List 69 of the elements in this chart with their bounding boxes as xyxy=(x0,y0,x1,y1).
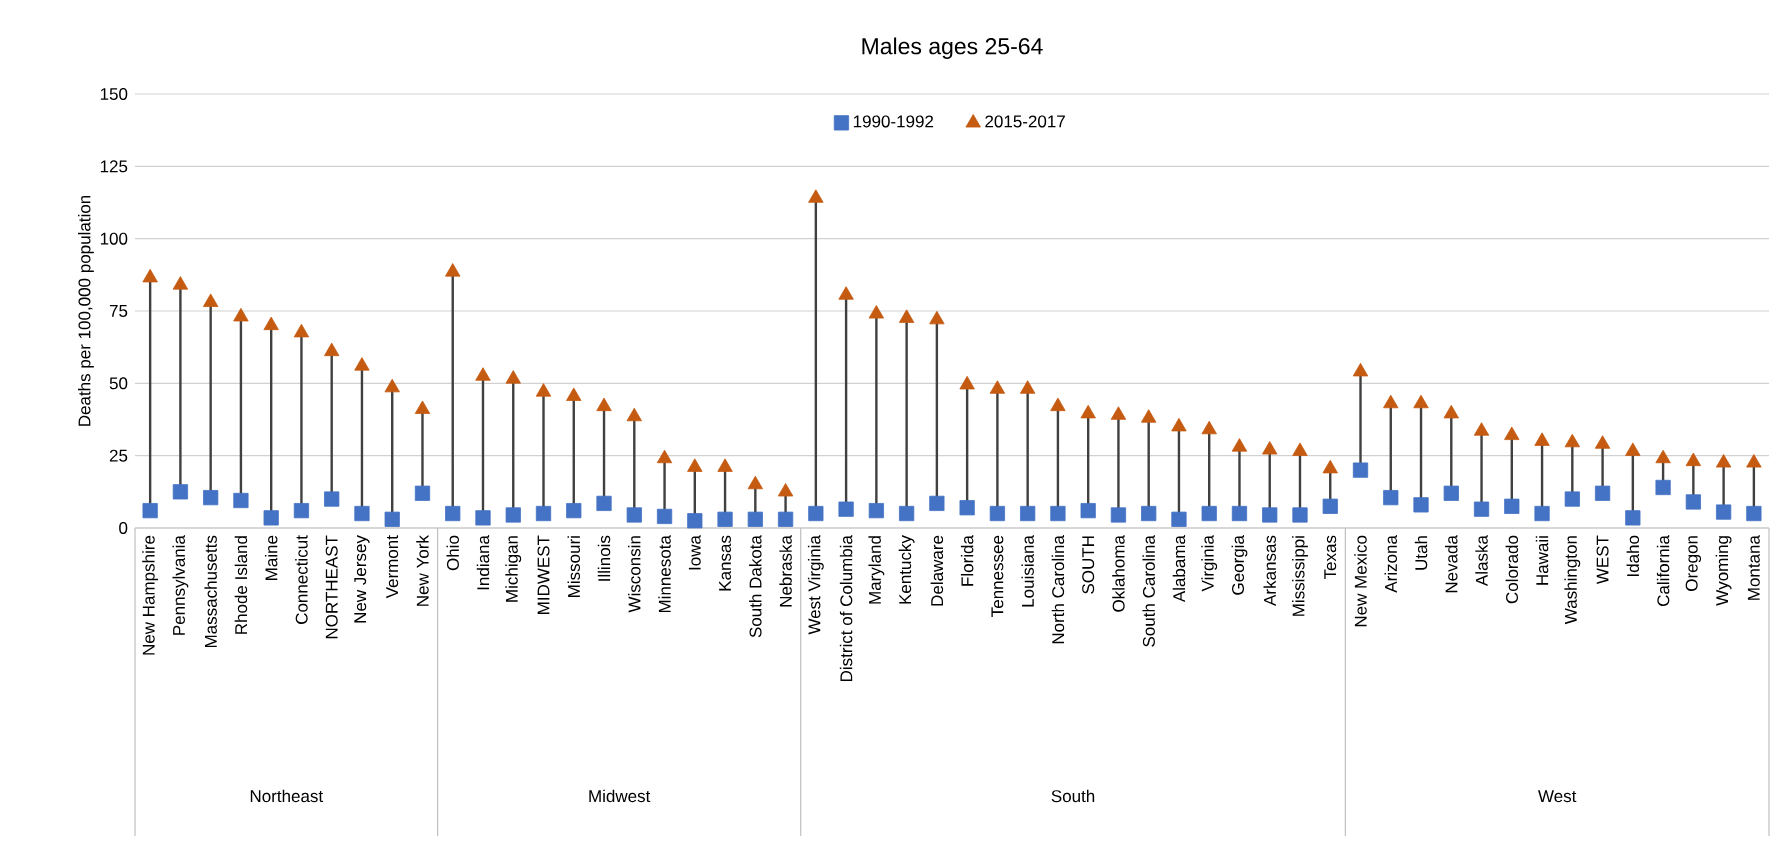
x-tick-label: New Jersey xyxy=(354,535,370,623)
y-axis-title: Deaths per 100,000 population xyxy=(78,195,94,426)
y-tick-label: 125 xyxy=(100,160,128,173)
x-tick-label: Alabama xyxy=(1172,535,1186,603)
x-tick-label: South Carolina xyxy=(1142,535,1155,647)
text: Midwest xyxy=(589,789,651,803)
x-tick-label: Massachusetts xyxy=(204,535,217,648)
y-tick-label: 0 xyxy=(119,521,128,534)
text: Northeast xyxy=(250,789,324,803)
x-tick-label: Oregon xyxy=(1685,536,1702,591)
x-tick-label: Arizona xyxy=(1384,535,1397,593)
x-tick-label: District of Columbia xyxy=(839,535,853,682)
x-tick-label: Texas xyxy=(1324,535,1337,580)
x-tick-label: WEST xyxy=(1596,535,1609,585)
x-tick-label: Idaho xyxy=(1626,535,1640,577)
x-tick-label: Iowa xyxy=(688,535,701,570)
x-tick-label: North Carolina xyxy=(1051,535,1065,644)
x-tick-label: Maryland xyxy=(868,536,885,604)
y-tick-label: 50 xyxy=(109,377,128,390)
y-tick-label: 100 xyxy=(100,232,128,245)
x-tick-label: Montana xyxy=(1747,535,1760,600)
x-tick-label: Connecticut xyxy=(295,535,308,624)
x-tick-label: NORTHEAST xyxy=(325,535,338,639)
x-tick-label: Florida xyxy=(960,535,974,586)
x-tick-label: Indiana xyxy=(476,535,490,590)
x-tick-label: New York xyxy=(416,535,429,606)
x-tick-label: Rhode Island xyxy=(234,536,248,634)
x-tick-label: Nevada xyxy=(1445,535,1458,593)
x-tick-label: Georgia xyxy=(1231,535,1248,595)
x-tick-label: Washington xyxy=(1564,536,1581,625)
x-tick-label: Virginia xyxy=(1201,535,1218,592)
x-tick-label: South Dakota xyxy=(749,535,762,638)
x-tick-label: MIDWEST xyxy=(537,535,550,614)
x-tick-label: Maine xyxy=(264,535,278,580)
chart-title: Males ages 25-64 xyxy=(862,37,1043,59)
x-tick-label: Oklahoma xyxy=(1112,535,1125,612)
x-tick-label: Mississippi xyxy=(1292,536,1308,616)
x-tick-label: New Mexico xyxy=(1354,535,1367,627)
legend-label: 1990-1992 xyxy=(853,115,934,128)
x-tick-label: Alaska xyxy=(1475,535,1488,587)
text: South xyxy=(1051,789,1095,803)
x-tick-label: Louisiana xyxy=(1021,535,1034,607)
y-tick-label: 25 xyxy=(109,449,128,462)
x-tick-label: West Virginia xyxy=(807,535,824,635)
x-tick-label: Michigan xyxy=(505,536,522,602)
x-tick-label: Hawaii xyxy=(1535,536,1549,585)
x-tick-label: Wisconsin xyxy=(628,536,641,613)
x-tick-label: Arkansas xyxy=(1263,535,1276,606)
x-tick-label: Vermont xyxy=(386,535,399,599)
legend-label: 2015-2017 xyxy=(985,115,1065,128)
x-tick-label: Utah xyxy=(1414,536,1428,570)
x-tick-label: Wyoming xyxy=(1715,536,1732,606)
x-tick-label: Ohio xyxy=(446,535,459,571)
x-tick-label: California xyxy=(1656,535,1670,606)
x-tick-label: New Hampshire xyxy=(142,535,159,655)
x-tick-label: Missouri xyxy=(567,536,580,597)
x-tick-label: Colorado xyxy=(1505,535,1519,604)
x-tick-label: Kentucky xyxy=(898,535,915,604)
x-tick-label: Tennessee xyxy=(991,535,1004,617)
y-tick-label: 75 xyxy=(109,305,128,317)
x-tick-label: Minnesota xyxy=(658,535,671,613)
x-tick-label: Delaware xyxy=(930,535,944,606)
x-tick-label: Pennsylvania xyxy=(172,535,189,635)
y-tick-label: 150 xyxy=(100,87,128,100)
text: West xyxy=(1538,790,1577,803)
x-tick-label: SOUTH xyxy=(1082,536,1095,594)
x-tick-label: Illinois xyxy=(597,535,611,581)
x-tick-label: Kansas xyxy=(719,535,731,591)
x-tick-label: Nebraska xyxy=(779,535,792,607)
